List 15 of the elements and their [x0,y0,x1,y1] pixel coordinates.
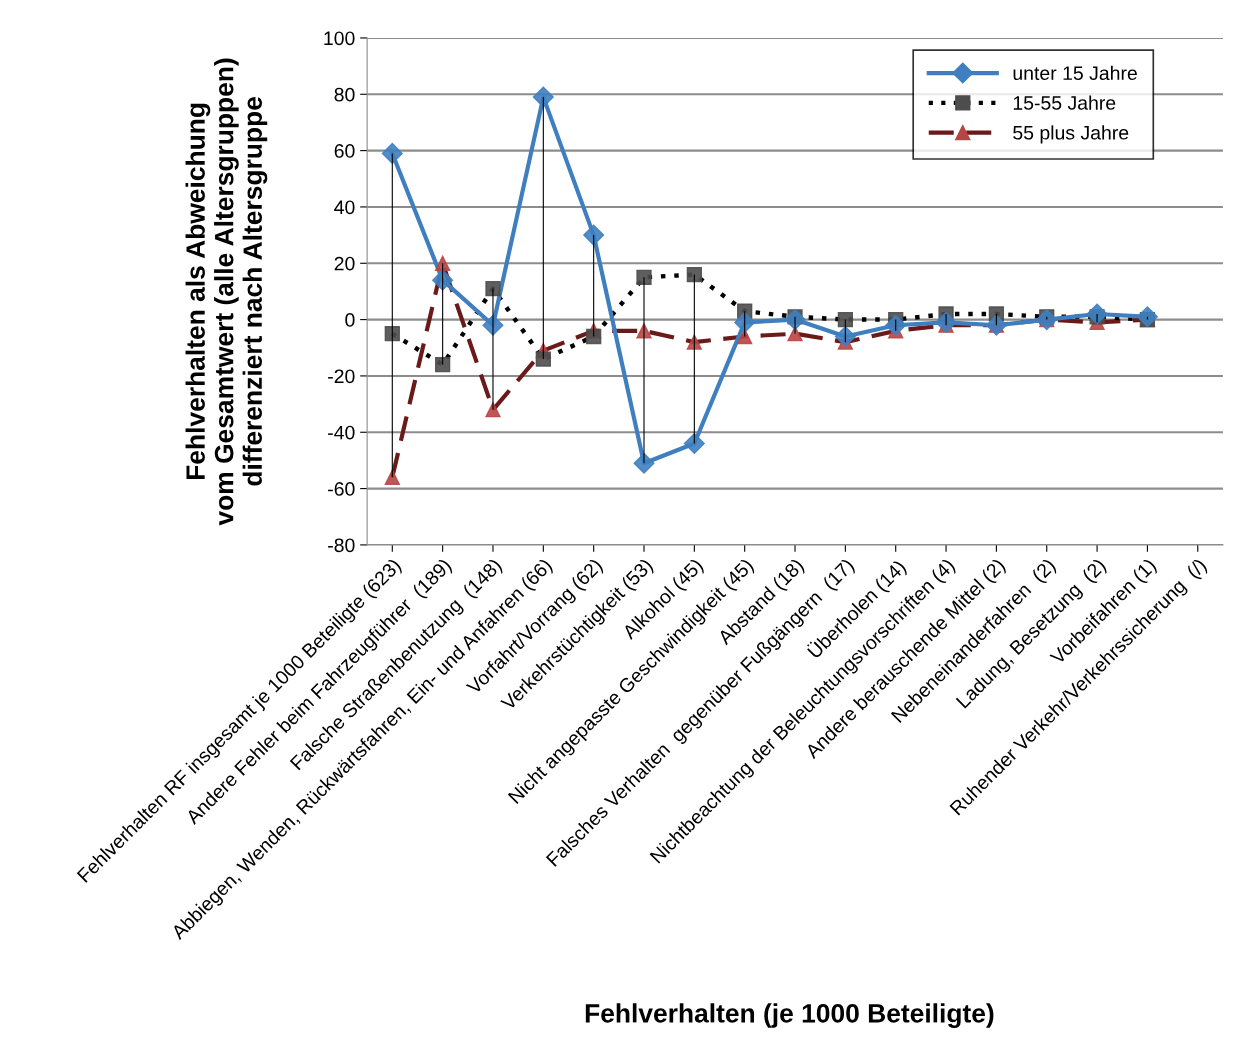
y-tick-label: 100 [324,31,355,46]
x-axis-title: Fehlverhalten (je 1000 Beteiligte) [585,1003,994,1028]
y-tick-label: 80 [334,87,355,102]
y-tick-label: -20 [328,369,355,384]
y-tick-label: 20 [334,256,355,271]
y-tick-label: 40 [334,200,355,215]
y-tick-label: 60 [334,144,355,158]
y-tick-label: -80 [328,538,355,553]
y-axis-title: Fehlverhalten als Abweichung vom Gesamtwert (alle Altersgruppen) differenziert nach Altersgruppe [185,58,268,526]
legend-label: 55 plus Jahre [1013,125,1129,144]
legend-label: unter 15 Jahre [1013,65,1137,81]
legend-label: 15-55 Jahre [1013,95,1116,110]
y-tick-label: 0 [345,313,355,327]
y-tick-label: -60 [328,482,355,496]
y-tick-label: -40 [328,425,355,440]
